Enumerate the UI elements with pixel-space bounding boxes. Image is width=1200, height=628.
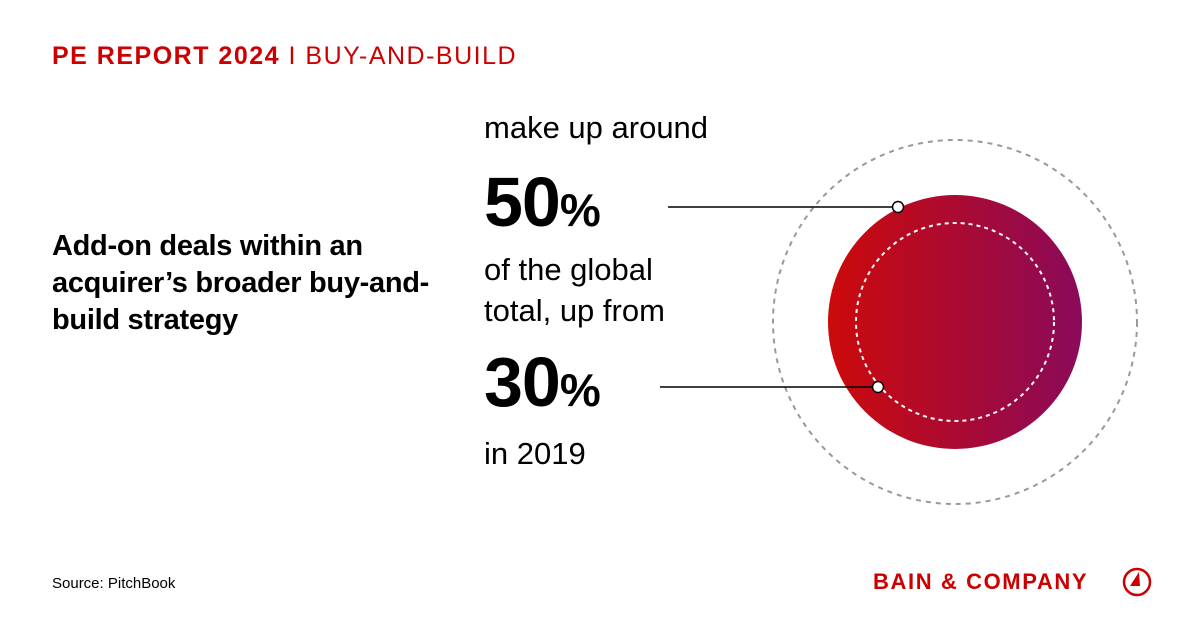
header-separator: I	[288, 42, 297, 70]
stat-intro: make up around	[484, 110, 709, 145]
share-circle-50	[828, 195, 1082, 449]
brand-logo: BAIN & COMPANY	[873, 569, 1089, 594]
marker-30	[871, 380, 885, 394]
current-unit: %	[559, 184, 601, 236]
inner-dashed-circle-30	[855, 222, 1055, 422]
report-header: PE REPORT 2024 I BUY-AND-BUILD	[52, 42, 517, 71]
headline: Add-on deals within an acquirer’s broade…	[52, 230, 430, 336]
previous-value: 30	[484, 343, 561, 421]
previous-share: 30%	[484, 342, 601, 422]
marker-50	[891, 200, 905, 214]
stat-outro: in 2019	[484, 436, 586, 471]
outer-dashed-circle	[772, 139, 1138, 505]
previous-unit: %	[559, 364, 601, 416]
stat-middle-2: total, up from	[484, 293, 665, 328]
report-topic: BUY-AND-BUILD	[305, 42, 518, 70]
current-share: 50%	[484, 162, 601, 242]
current-value: 50	[484, 163, 561, 241]
source-note: Source: PitchBook	[52, 575, 176, 592]
report-title: PE REPORT 2024	[52, 42, 281, 70]
bain-compass-icon	[1122, 567, 1152, 597]
stat-middle-1: of the global	[484, 252, 653, 287]
